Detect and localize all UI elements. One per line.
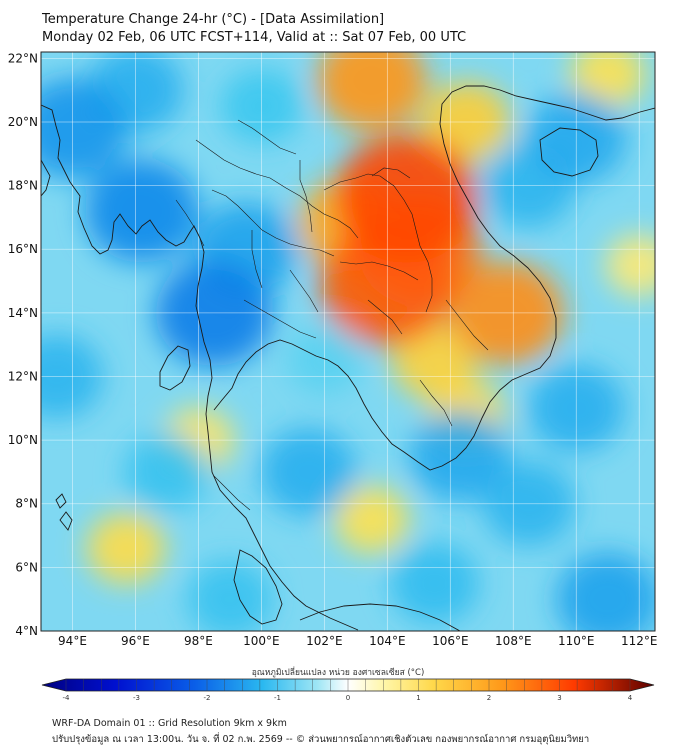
lat-tick-label: 16°N	[8, 242, 38, 256]
lat-tick-label: 22°N	[8, 51, 38, 65]
lat-tick-label: 4°N	[15, 624, 38, 638]
lon-tick-label: 106°E	[432, 634, 469, 648]
colorbar-tick-label: 0	[346, 694, 350, 702]
field-cell	[86, 512, 166, 584]
colorbar-ticks	[65, 679, 631, 691]
lon-tick-label: 100°E	[243, 634, 280, 648]
colorbar-tick-labels: -4 -3 -2 -1 0 1 2 3 4	[63, 694, 633, 702]
plot-frame	[40, 51, 656, 632]
field-cell	[124, 433, 210, 511]
field-cell	[570, 52, 646, 109]
lon-tick-label: 112°E	[621, 634, 658, 648]
colorbar-label: อุณหภูมิเปลี่ยนแปลง หน่วย องศาเซลเซียส (…	[251, 668, 425, 678]
colorbar-tick-label: 1	[416, 694, 420, 702]
colorbar-tick-label: -4	[63, 694, 71, 702]
field-cell	[41, 78, 128, 179]
chart-title: Temperature Change 24-hr (°C) - [Data As…	[42, 12, 385, 27]
lon-tick-label: 110°E	[558, 634, 595, 648]
lon-tick-label: 94°E	[58, 634, 87, 648]
chart-subtitle: Monday 02 Feb, 06 UTC FCST+114, Valid at…	[42, 30, 467, 45]
colorbar-tick-label: 3	[557, 694, 561, 702]
field-cell	[605, 234, 655, 296]
lat-tick-label: 6°N	[15, 560, 38, 574]
admin-boundaries	[175, 119, 489, 511]
lat-tick-label: 12°N	[8, 369, 38, 383]
field-cell	[335, 133, 478, 263]
lon-tick-label: 108°E	[495, 634, 532, 648]
temperature-field	[41, 52, 655, 631]
update-credit: ปรับปรุงข้อมูล ณ เวลา 13:00น. วัน จ. ที่…	[52, 734, 590, 745]
lon-tick-label: 102°E	[306, 634, 343, 648]
field-cell	[187, 560, 273, 631]
lat-tick-label: 18°N	[8, 179, 38, 193]
field-cell	[84, 159, 199, 263]
field-cell	[410, 410, 510, 502]
graticule	[41, 52, 655, 631]
colorbar-tick-label: -1	[274, 694, 281, 702]
lat-tick-label: 14°N	[8, 306, 38, 320]
plot-area	[40, 51, 656, 632]
lon-tick-label: 96°E	[121, 634, 150, 648]
lon-tick-label: 104°E	[369, 634, 406, 648]
colorbar-tick-label: 2	[487, 694, 491, 702]
longitude-axis: 94°E 96°E 98°E 100°E 102°E 104°E 106°E 1…	[58, 634, 657, 648]
field-cell	[391, 321, 478, 400]
colorbar: -4 -3 -2 -1 0 1 2 3 4	[41, 678, 655, 702]
field-cell	[316, 52, 427, 131]
model-info: WRF-DA Domain 01 :: Grid Resolution 9km …	[52, 718, 287, 729]
colorbar-tick-label: -2	[204, 694, 211, 702]
lat-tick-label: 10°N	[8, 433, 38, 447]
lat-tick-label: 20°N	[8, 115, 38, 129]
field-cell	[260, 428, 357, 516]
field-cell	[334, 485, 410, 554]
lon-tick-label: 98°E	[184, 634, 213, 648]
field-cell	[556, 552, 655, 631]
field-cell	[390, 542, 480, 624]
colorbar-tick-label: -3	[133, 694, 140, 702]
colorbar-tick-label: 4	[628, 694, 633, 702]
lat-tick-label: 8°N	[15, 497, 38, 511]
latitude-axis: 22°N 20°N 18°N 16°N 14°N 12°N 10°N 8°N 6…	[8, 51, 38, 638]
